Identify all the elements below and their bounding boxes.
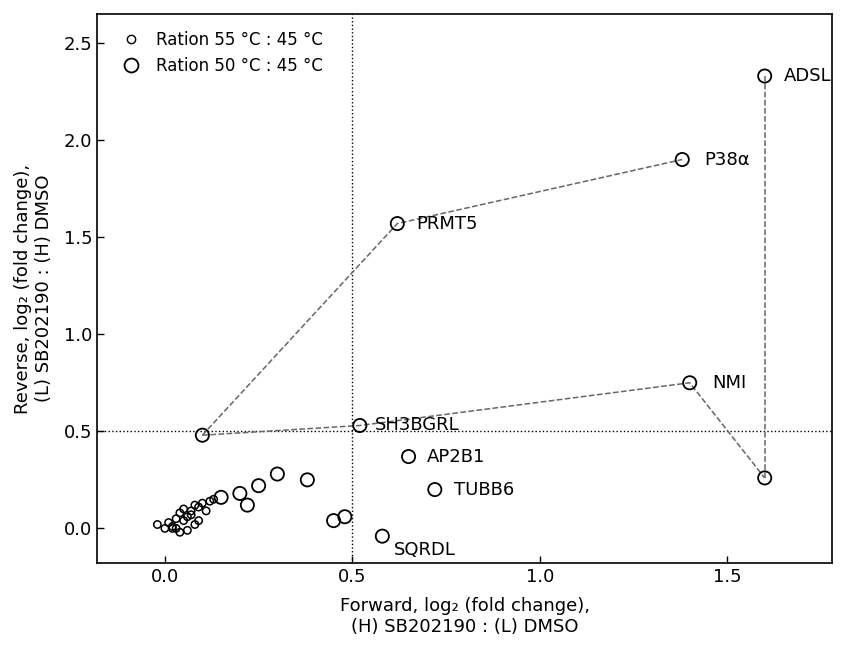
Text: P38α: P38α [705, 151, 751, 168]
Point [150, 519, 164, 530]
Point [173, 508, 187, 518]
Point [758, 473, 772, 483]
Point [192, 502, 206, 512]
Point [192, 515, 206, 526]
Point [241, 500, 254, 510]
Point [169, 523, 183, 534]
Text: NMI: NMI [712, 374, 746, 392]
Point [177, 515, 190, 526]
Point [428, 484, 442, 495]
X-axis label: Forward, log₂ (fold change),
(H) SB202190 : (L) DMSO: Forward, log₂ (fold change), (H) SB20219… [340, 597, 590, 636]
Point [353, 421, 366, 431]
Point [196, 498, 209, 508]
Point [166, 521, 179, 532]
Text: AP2B1: AP2B1 [428, 448, 485, 465]
Point [676, 154, 689, 164]
Point [196, 430, 209, 441]
Point [203, 496, 217, 506]
Point [177, 504, 190, 514]
Point [162, 517, 175, 528]
Legend: Ration 55 °C : 45 °C, Ration 50 °C : 45 °C: Ration 55 °C : 45 °C, Ration 50 °C : 45 … [105, 22, 331, 83]
Y-axis label: Reverse, log₂ (fold change),
(L) SB202190 : (H) DMSO: Reverse, log₂ (fold change), (L) SB20219… [14, 164, 53, 413]
Text: PRMT5: PRMT5 [416, 214, 478, 233]
Text: SQRDL: SQRDL [394, 541, 456, 559]
Point [270, 469, 284, 479]
Point [184, 510, 198, 520]
Point [214, 492, 228, 502]
Point [402, 451, 416, 462]
Point [338, 512, 352, 522]
Point [173, 527, 187, 538]
Point [188, 500, 201, 510]
Point [158, 523, 172, 534]
Point [252, 480, 265, 491]
Point [169, 514, 183, 524]
Point [758, 71, 772, 81]
Point [233, 488, 246, 499]
Point [390, 218, 404, 229]
Point [184, 506, 198, 516]
Text: TUBB6: TUBB6 [454, 480, 513, 499]
Point [376, 531, 389, 541]
Point [180, 525, 194, 536]
Point [683, 378, 696, 388]
Point [166, 523, 179, 534]
Point [180, 512, 194, 522]
Point [188, 519, 201, 530]
Point [326, 515, 340, 526]
Text: ADSL: ADSL [784, 67, 831, 85]
Point [301, 474, 314, 485]
Text: SH3BGRL: SH3BGRL [375, 417, 460, 434]
Point [207, 494, 220, 504]
Point [200, 506, 213, 516]
